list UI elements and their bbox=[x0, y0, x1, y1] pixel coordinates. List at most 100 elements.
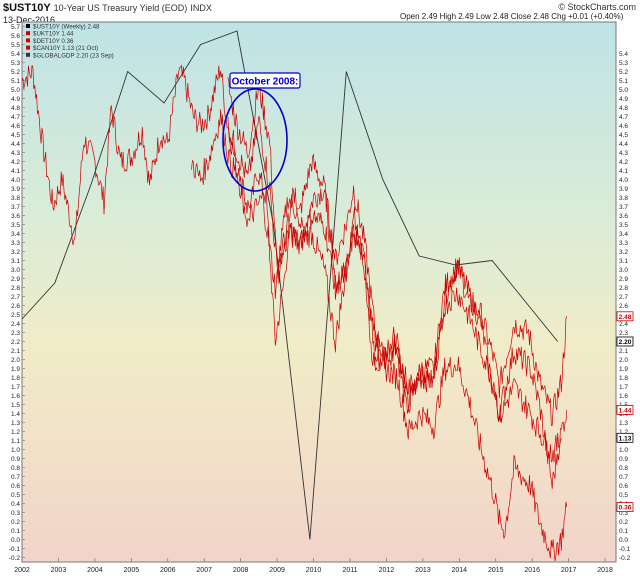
y-tick-label-right: 0.6 bbox=[619, 483, 628, 490]
y-tick-label-right: 2.3 bbox=[619, 330, 628, 337]
y-tick-label-right: 0.3 bbox=[619, 510, 628, 517]
value-badge-label: 1.13 bbox=[619, 435, 632, 442]
x-tick-label: 2015 bbox=[488, 567, 504, 574]
ohlc-readout: Open 2.49 High 2.49 Low 2.48 Close 2.48 … bbox=[400, 12, 624, 21]
y-tick-label-right: 4.9 bbox=[619, 96, 628, 103]
y-tick-label-left: 0.9 bbox=[11, 456, 20, 463]
annotation-box bbox=[229, 72, 301, 89]
y-tick-label-left: 5.3 bbox=[11, 60, 20, 67]
y-tick-label-left: 2.8 bbox=[11, 285, 20, 292]
x-tick-label: 2013 bbox=[415, 567, 431, 574]
y-tick-label-left: 2.0 bbox=[11, 357, 20, 364]
series-line-ust10y bbox=[21, 64, 568, 426]
y-tick-label-right: 5.0 bbox=[619, 87, 628, 94]
y-tick-label-left: 3.1 bbox=[11, 258, 20, 265]
y-tick-label-left: 0.5 bbox=[11, 492, 20, 499]
y-tick-label-right: 4.7 bbox=[619, 114, 628, 121]
y-tick-label-left: 5.1 bbox=[11, 78, 20, 85]
y-tick-label-left: 3.5 bbox=[11, 222, 20, 229]
y-tick-label-left: 2.7 bbox=[11, 294, 20, 301]
x-tick-label: 2011 bbox=[342, 567, 357, 574]
y-tick-label-left: 4.4 bbox=[11, 141, 20, 148]
value-badge-label: 0.36 bbox=[619, 505, 632, 512]
value-badge bbox=[616, 311, 634, 322]
x-tick-label: 2016 bbox=[524, 567, 540, 574]
y-tick-label-left: 4.8 bbox=[11, 105, 20, 112]
legend-entry: $DET10Y 0.36 bbox=[33, 38, 74, 45]
y-tick-label-left: 4.7 bbox=[11, 114, 20, 121]
stockcharts-logo: © StockCharts.com bbox=[558, 2, 636, 12]
y-tick-label-right: 2.7 bbox=[619, 294, 628, 301]
symbol-description: 10-Year US Treasury Yield (EOD) bbox=[53, 3, 188, 13]
value-badge-label: 1.44 bbox=[619, 407, 632, 414]
y-tick-label-right: 3.5 bbox=[619, 222, 628, 229]
legend-entry: $UKT10Y 1.44 bbox=[33, 31, 74, 38]
x-tick-label: 2008 bbox=[233, 567, 249, 574]
x-tick-label: 2012 bbox=[379, 567, 395, 574]
y-tick-label-right: 3.8 bbox=[619, 195, 628, 202]
x-tick-label: 2006 bbox=[160, 567, 176, 574]
y-tick-label-left: 3.0 bbox=[11, 267, 20, 274]
y-tick-label-left: 1.1 bbox=[11, 438, 20, 445]
value-badge bbox=[616, 336, 634, 347]
value-badge-label: 2.48 bbox=[619, 314, 632, 321]
y-tick-label-right: 5.2 bbox=[619, 69, 628, 76]
x-tick-label: 2004 bbox=[87, 567, 103, 574]
y-tick-label-right: 2.1 bbox=[619, 348, 628, 355]
x-tick-label: 2005 bbox=[124, 567, 140, 574]
y-tick-label-right: 3.3 bbox=[619, 240, 628, 247]
y-tick-label-left: 2.5 bbox=[11, 312, 20, 319]
y-tick-label-left: 0.0 bbox=[11, 537, 20, 544]
y-tick-label-right: 4.4 bbox=[619, 141, 628, 148]
y-tick-label-left: 1.6 bbox=[11, 393, 20, 400]
y-tick-label-right: 1.0 bbox=[619, 447, 628, 454]
y-tick-label-left: 0.2 bbox=[11, 519, 20, 526]
y-tick-label-right: 5.3 bbox=[619, 60, 628, 67]
y-tick-label-right: 4.5 bbox=[619, 132, 628, 139]
y-tick-label-left: 2.2 bbox=[11, 339, 20, 346]
y-tick-label-left: 1.7 bbox=[11, 384, 20, 391]
y-tick-label-left: 1.5 bbox=[11, 402, 20, 409]
y-tick-label-left: 1.0 bbox=[11, 447, 20, 454]
y-tick-label-right: 0.9 bbox=[619, 456, 628, 463]
y-tick-label-right: 4.3 bbox=[619, 150, 628, 157]
legend-swatch bbox=[26, 52, 30, 57]
value-badge-label: 2.20 bbox=[619, 339, 632, 346]
y-tick-label-right: 5.1 bbox=[619, 78, 628, 85]
y-tick-label-right: 4.2 bbox=[619, 159, 628, 166]
y-tick-label-left: 2.1 bbox=[11, 348, 20, 355]
value-badge bbox=[616, 432, 634, 443]
annotation-label: October 2008: bbox=[232, 77, 299, 88]
y-tick-label-left: 4.2 bbox=[11, 159, 20, 166]
y-tick-label-left: 4.1 bbox=[11, 168, 20, 175]
exchange-label: INDX bbox=[190, 3, 212, 13]
value-badge bbox=[616, 502, 634, 513]
y-tick-label-left: 5.6 bbox=[11, 33, 20, 40]
legend-entry: $CAN10Y 1.13 (21 Oct) bbox=[33, 45, 98, 52]
y-tick-label-right: 0.7 bbox=[619, 474, 628, 481]
y-tick-label-right: 4.8 bbox=[619, 105, 628, 112]
y-tick-label-left: 4.9 bbox=[11, 96, 20, 103]
y-tick-label-left: 4.3 bbox=[11, 150, 20, 157]
y-tick-label-left: 3.9 bbox=[11, 186, 20, 193]
y-tick-label-right: 0.1 bbox=[619, 528, 628, 535]
x-tick-label: 2017 bbox=[561, 567, 577, 574]
y-tick-label-right: 2.9 bbox=[619, 276, 628, 283]
y-tick-label-left: 2.4 bbox=[11, 321, 20, 328]
legend-entry: $UST10Y (Weekly) 2.48 bbox=[33, 24, 100, 31]
y-tick-label-right: 1.2 bbox=[619, 429, 628, 436]
y-tick-label-left: 1.4 bbox=[11, 411, 20, 418]
chart-date: 13-Dec-2016 bbox=[3, 15, 56, 25]
y-tick-label-right: 3.7 bbox=[619, 204, 628, 211]
y-tick-label-left: 3.4 bbox=[11, 231, 20, 238]
y-tick-label-left: 3.6 bbox=[11, 213, 20, 220]
y-tick-label-right: 4.0 bbox=[619, 177, 628, 184]
y-tick-label-left: 1.9 bbox=[11, 366, 20, 373]
symbol-label: $UST10Y bbox=[3, 2, 51, 14]
y-tick-label-left: 0.7 bbox=[11, 474, 20, 481]
y-tick-label-left: 2.3 bbox=[11, 330, 20, 337]
legend-swatch bbox=[26, 38, 30, 43]
y-tick-label-left: 0.1 bbox=[11, 528, 20, 535]
